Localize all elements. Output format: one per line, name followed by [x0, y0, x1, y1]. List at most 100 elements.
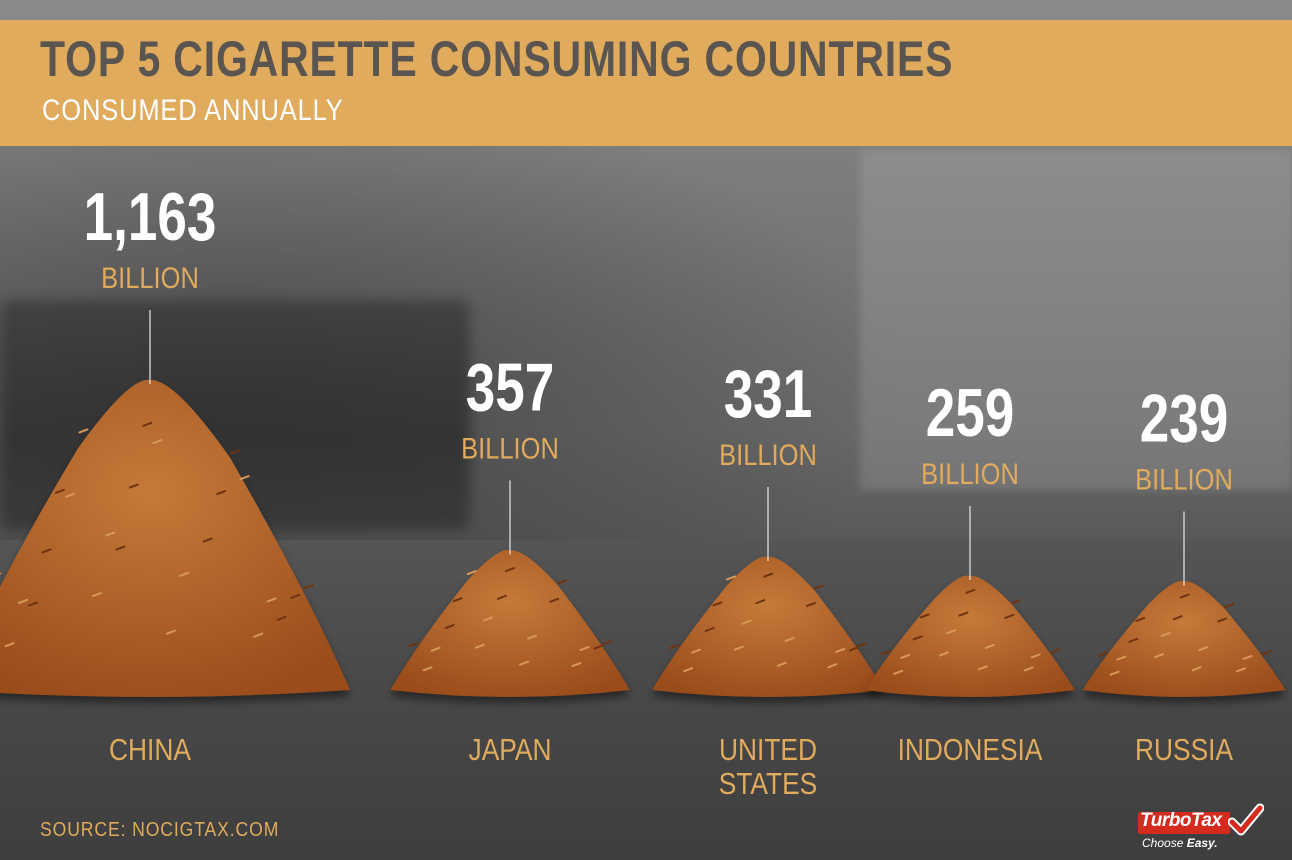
- tobacco-pile-indonesia: [865, 575, 1075, 697]
- tobacco-strand: [1198, 646, 1209, 652]
- tobacco-strand: [290, 593, 301, 599]
- tobacco-strand: [1116, 655, 1127, 661]
- tobacco-strand: [1223, 603, 1234, 609]
- tobacco-strand: [900, 653, 911, 659]
- tobacco-strand: [946, 629, 957, 635]
- tobacco-strand: [726, 575, 737, 581]
- tobacco-strand: [91, 592, 102, 598]
- tobacco-strand: [984, 643, 995, 649]
- tobacco-strand: [1004, 613, 1015, 619]
- logo-wordmark: TurboTax: [1140, 810, 1222, 831]
- tobacco-strand: [276, 615, 287, 621]
- tobacco-strand: [813, 584, 824, 590]
- tobacco-strand: [557, 579, 568, 585]
- tobacco-strand: [712, 601, 723, 607]
- chart-subtitle: CONSUMED ANNUALLY: [42, 94, 344, 127]
- tobacco-strand: [1160, 631, 1171, 637]
- tobacco-strand: [805, 601, 816, 607]
- tobacco-strand: [784, 636, 795, 642]
- tobacco-strand: [690, 648, 701, 654]
- logo-tagline: Choose Easy.: [1142, 836, 1218, 850]
- tobacco-strand: [776, 661, 787, 667]
- tobacco-strand: [253, 632, 264, 638]
- logo-tagline-prefix: Choose: [1142, 836, 1187, 850]
- tobacco-strand: [1153, 653, 1164, 659]
- tobacco-strand: [919, 613, 930, 619]
- tobacco-strand: [229, 449, 240, 455]
- category-label-line: UNITED: [719, 733, 817, 767]
- category-label: JAPAN: [469, 733, 552, 767]
- tobacco-strand: [977, 665, 988, 671]
- tobacco-strand: [165, 629, 176, 635]
- value-label: 239: [1140, 380, 1228, 456]
- tobacco-strand: [482, 616, 493, 622]
- tobacco-strand: [496, 594, 507, 600]
- tobacco-strand: [519, 660, 530, 666]
- tobacco-strand: [65, 492, 75, 498]
- pile-group: 331 BILLION UNITED STATES: [651, 356, 885, 802]
- tobacco-strand: [1128, 637, 1139, 643]
- tobacco-strand: [28, 601, 39, 607]
- tobacco-strand: [202, 537, 213, 543]
- category-label: RUSSIA: [1135, 733, 1234, 767]
- unit-label: BILLION: [719, 438, 817, 471]
- tobacco-strand: [266, 597, 277, 603]
- tobacco-strand: [1172, 615, 1183, 621]
- tobacco-pile-russia: [1082, 580, 1286, 697]
- category-label: CHINA: [109, 733, 192, 767]
- tobacco-strand: [763, 572, 774, 578]
- tobacco-strand: [216, 490, 227, 496]
- title-banner: [0, 20, 1292, 146]
- category-label: UNITED STATES: [719, 733, 818, 801]
- tobacco-strand: [1242, 654, 1253, 660]
- tobacco-strand: [1191, 666, 1202, 672]
- tobacco-strand: [444, 624, 455, 630]
- pile-group: 259 BILLION INDONESIA: [865, 375, 1075, 768]
- tobacco-strand: [422, 666, 433, 672]
- tobacco-strand: [105, 531, 116, 537]
- tobacco-strand: [41, 548, 52, 554]
- tobacco-strand: [669, 644, 680, 650]
- tobacco-strand: [579, 646, 590, 652]
- unit-label: BILLION: [461, 431, 559, 464]
- pile-group: 239 BILLION RUSSIA: [1082, 380, 1286, 768]
- tobacco-strand: [856, 642, 867, 648]
- tobacco-strand: [115, 545, 126, 551]
- tobacco-strand: [474, 643, 485, 649]
- tobacco-strand: [549, 597, 560, 603]
- value-label: 259: [926, 375, 1014, 451]
- source-note: SOURCE: NOCIGTAX.COM: [40, 819, 280, 841]
- tobacco-strand: [965, 588, 976, 594]
- tobacco-strand: [880, 650, 891, 656]
- pile-group: 1,163 BILLION CHINA: [0, 179, 350, 768]
- unit-label: BILLION: [921, 457, 1019, 490]
- value-label: 331: [724, 356, 812, 432]
- tobacco-pile-china: [0, 379, 350, 697]
- category-label: INDONESIA: [898, 733, 1044, 767]
- tobacco-strand: [893, 669, 904, 675]
- background-blurred-box: [860, 150, 1292, 490]
- tobacco-strand: [54, 488, 65, 494]
- tobacco-strand: [1217, 617, 1228, 623]
- tobacco-strand: [78, 428, 89, 434]
- tobacco-strand: [303, 584, 314, 590]
- category-label-line: RUSSIA: [1135, 733, 1234, 767]
- tobacco-strand: [466, 570, 477, 576]
- category-label-line: CHINA: [109, 733, 192, 767]
- tobacco-pile-united-states: [651, 556, 885, 697]
- tobacco-strand: [835, 647, 846, 653]
- category-label-line: STATES: [719, 767, 818, 801]
- unit-label: BILLION: [1135, 463, 1233, 496]
- tobacco-strand: [1261, 650, 1272, 656]
- tobacco-strand: [827, 663, 838, 669]
- tobacco-strand: [239, 475, 250, 481]
- tobacco-pile-japan: [390, 549, 630, 697]
- tobacco-strand: [1023, 666, 1034, 672]
- tobacco-strand: [1097, 651, 1108, 657]
- tobacco-strand: [1235, 667, 1246, 673]
- tobacco-strand: [527, 634, 538, 640]
- tobacco-strand: [733, 645, 744, 651]
- tobacco-strand: [408, 642, 419, 648]
- value-label: 1,163: [84, 179, 217, 255]
